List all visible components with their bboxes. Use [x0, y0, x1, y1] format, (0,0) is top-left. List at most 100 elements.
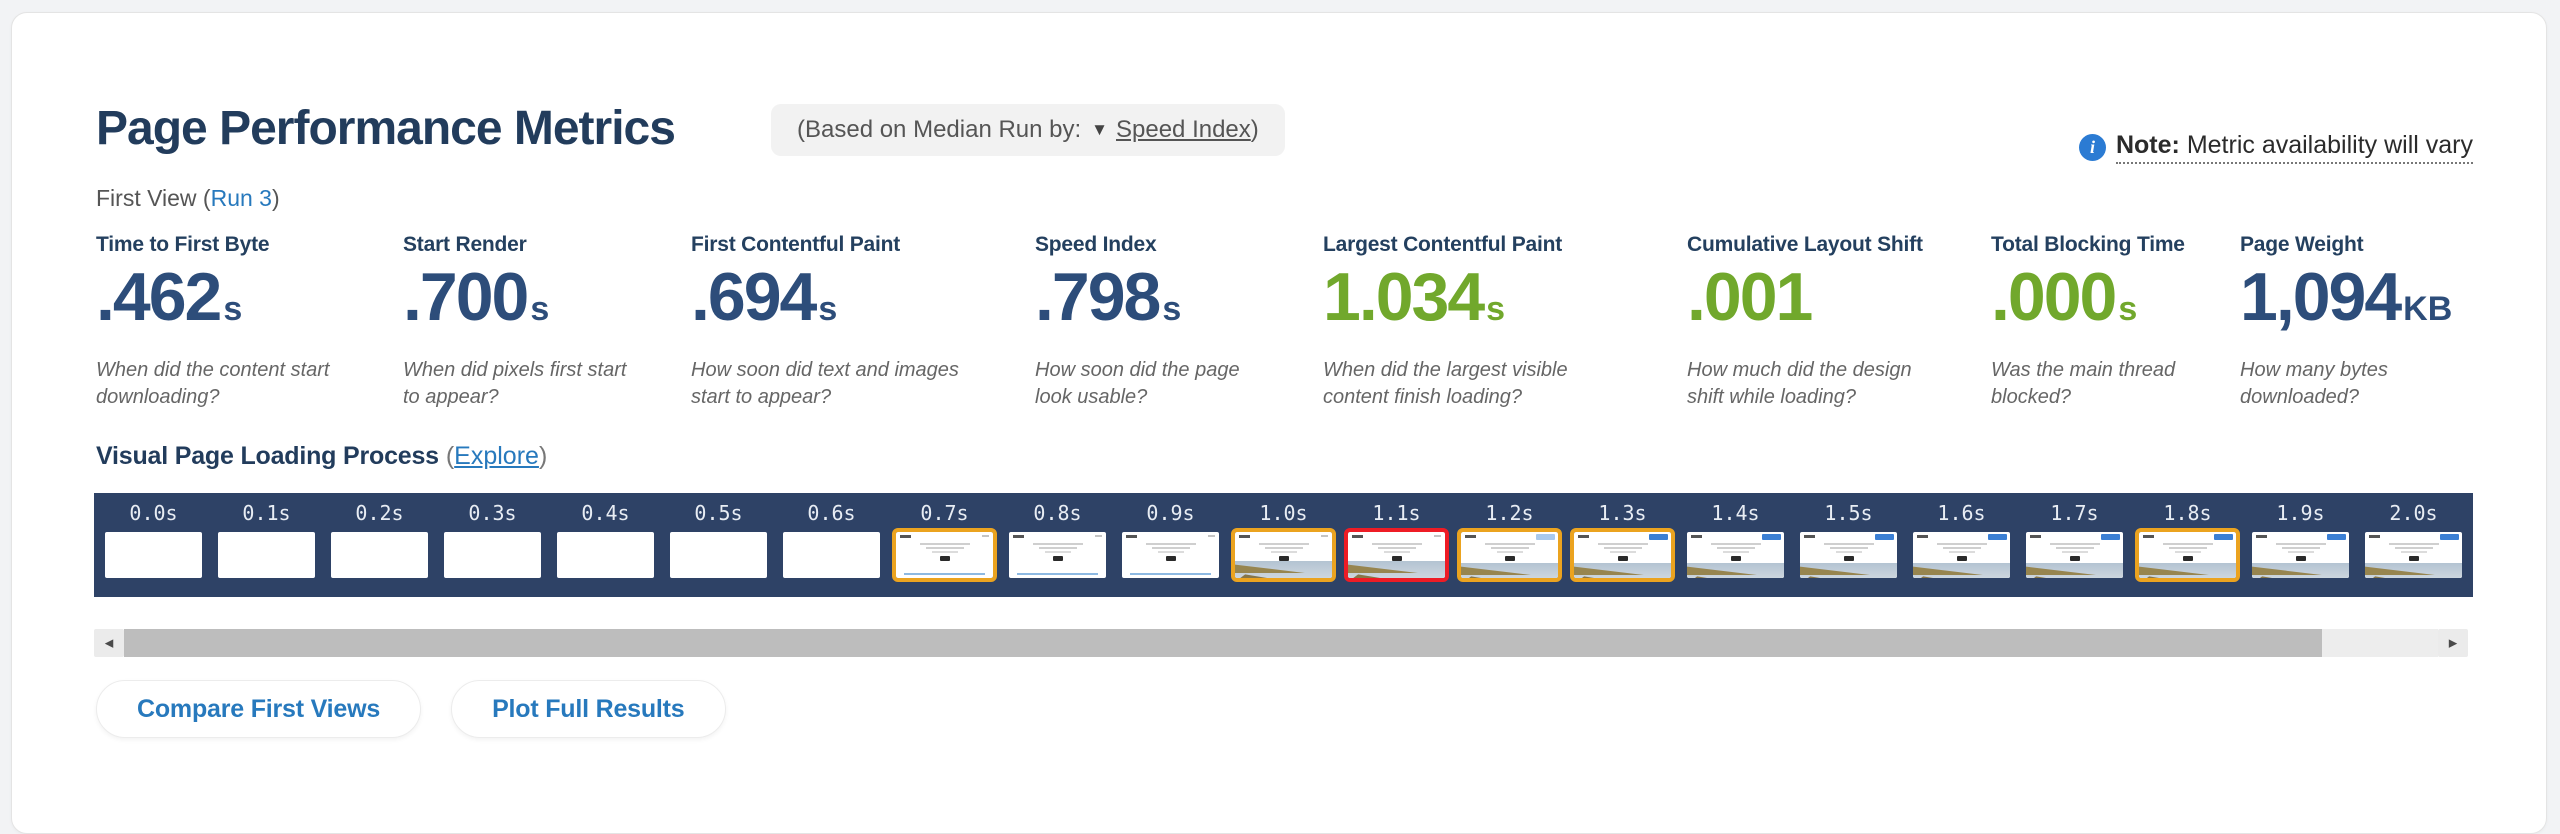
filmstrip-thumbnail[interactable] — [1009, 532, 1106, 578]
filmstrip-frame: 1.8s — [2131, 499, 2244, 591]
run-link[interactable]: Run 3 — [210, 185, 272, 211]
thumb-logo — [2030, 535, 2041, 538]
filmstrip-thumbnail[interactable] — [218, 532, 315, 578]
frame-time-label: 0.2s — [355, 501, 404, 525]
scroll-left-button[interactable]: ◂ — [94, 629, 124, 657]
filmstrip-thumbnail[interactable] — [892, 528, 997, 582]
filmstrip-thumbnail[interactable] — [2365, 532, 2462, 578]
thumb-mountain — [1461, 576, 1518, 578]
frame-time-label: 1.5s — [1824, 501, 1873, 525]
metric-unit: s — [223, 290, 243, 328]
thumb-text-line — [1603, 547, 1642, 549]
metric-number: .798 — [1035, 259, 1161, 335]
filmstrip-frame: 1.9s — [2244, 499, 2357, 591]
filmstrip-thumbnail[interactable] — [1800, 532, 1897, 578]
filmstrip-thumbnail[interactable] — [1913, 532, 2010, 578]
metric-label: Largest Contentful Paint — [1323, 233, 1563, 256]
metric-number: .462 — [96, 259, 222, 335]
metric-unit: s — [530, 290, 550, 328]
metric-label: Page Weight — [2240, 233, 2364, 256]
filmstrip-thumbnail[interactable] — [670, 532, 767, 578]
filmstrip-thumbnail[interactable] — [1231, 528, 1336, 582]
metric-description: How soon did the page look usable? — [1035, 359, 1240, 408]
frame-time-label: 0.8s — [1033, 501, 1082, 525]
filmstrip-thumbnail[interactable] — [331, 532, 428, 578]
filmstrip-thumbnail[interactable] — [1570, 528, 1675, 582]
thumb-corner-mark — [1321, 535, 1328, 537]
explore-link[interactable]: Explore — [454, 442, 539, 470]
thumb-mountain — [1348, 574, 1405, 578]
thumb-mountain — [2252, 576, 2309, 578]
thumb-hero-image — [1800, 563, 1897, 578]
metric-label: Speed Index — [1035, 233, 1157, 256]
thumb-mountain — [2365, 576, 2422, 578]
visual-loading-title: Visual Page Loading Process — [96, 442, 439, 470]
thumb-cta-dark — [1843, 556, 1854, 561]
note-label: Note: — [2115, 131, 2180, 159]
visual-loading-heading: Visual Page Loading Process (Explore) — [96, 442, 547, 471]
frame-time-label: 1.2s — [1485, 501, 1534, 525]
metric-label: Cumulative Layout Shift — [1687, 233, 1923, 256]
metric-number: .000 — [1991, 259, 2117, 335]
filmstrip-frame: 0.5s — [662, 499, 775, 591]
thumb-mountain — [1574, 566, 1644, 575]
thumb-logo — [1917, 535, 1928, 538]
metric-description: How soon did text and images start to ap… — [691, 359, 959, 408]
thumb-text-line — [1835, 551, 1862, 553]
chevron-down-icon[interactable]: ▼ — [1091, 120, 1108, 139]
median-metric-link[interactable]: Speed Index — [1116, 116, 1251, 143]
thumb-cta-dark — [1730, 556, 1741, 561]
metric-number: .694 — [691, 259, 817, 335]
filmstrip-thumbnail[interactable] — [444, 532, 541, 578]
thumb-text-line — [1032, 543, 1083, 545]
filmstrip-frame: 0.9s — [1114, 499, 1227, 591]
thumb-mountain — [1574, 576, 1631, 578]
filmstrip-thumbnail[interactable] — [557, 532, 654, 578]
thumb-mountain — [1687, 566, 1757, 575]
thumb-logo — [1465, 535, 1476, 538]
metric-description: Was the main thread blocked? — [1991, 359, 2176, 408]
thumb-cta-dark — [1504, 556, 1515, 561]
thumb-mountain — [2026, 576, 2083, 578]
filmstrip-thumbnail[interactable] — [1687, 532, 1784, 578]
thumb-mountain — [1348, 564, 1418, 573]
thumb-mountain — [2139, 576, 2196, 578]
filmstrip-thumbnail[interactable] — [2135, 528, 2240, 582]
scrollbar-thumb[interactable] — [124, 629, 2323, 657]
filmstrip-thumbnail[interactable] — [783, 532, 880, 578]
thumb-text-line — [1371, 543, 1422, 545]
thumb-cta-dark — [1165, 556, 1176, 561]
metric-value: .694s — [691, 259, 1035, 347]
metric-value: .462s — [96, 259, 403, 347]
frame-time-label: 0.0s — [129, 501, 178, 525]
metric-description: How much did the design shift while load… — [1687, 359, 1912, 408]
frame-time-label: 0.9s — [1146, 501, 1195, 525]
filmstrip-thumbnail[interactable] — [1457, 528, 1562, 582]
median-run-selector[interactable]: (Based on Median Run by: ▼ Speed Index ) — [771, 104, 1285, 156]
plot-full-results-button[interactable]: Plot Full Results — [451, 680, 726, 738]
thumb-hero-image — [1461, 563, 1558, 578]
filmstrip-frame: 0.7s — [888, 499, 1001, 591]
filmstrip-frame: 0.4s — [549, 499, 662, 591]
thumb-header-button — [2101, 534, 2120, 540]
filmstrip-thumbnail[interactable] — [105, 532, 202, 578]
thumb-logo — [1013, 535, 1024, 538]
scroll-right-button[interactable]: ▸ — [2438, 629, 2468, 657]
thumb-header-button — [1649, 534, 1668, 540]
compare-first-views-button[interactable]: Compare First Views — [96, 680, 422, 738]
filmstrip-thumbnail[interactable] — [2026, 532, 2123, 578]
metric-unit: s — [2118, 290, 2138, 328]
scrollbar-track[interactable] — [124, 629, 2438, 657]
frame-time-label: 0.5s — [694, 501, 743, 525]
frame-time-label: 1.3s — [1598, 501, 1647, 525]
filmstrip-thumbnail[interactable] — [1344, 528, 1449, 582]
filmstrip-frame: 2.0s — [2357, 499, 2470, 591]
thumb-mountain — [1800, 576, 1857, 578]
metric-availability-note[interactable]: i Note: Metric availability will vary — [2078, 131, 2473, 164]
filmstrip-frame: 1.2s — [1453, 499, 1566, 591]
filmstrip-thumbnail[interactable] — [2252, 532, 2349, 578]
thumb-mountain — [2026, 566, 2096, 575]
thumb-logo — [1239, 535, 1250, 538]
thumb-logo — [1352, 535, 1363, 538]
filmstrip-thumbnail[interactable] — [1122, 532, 1219, 578]
